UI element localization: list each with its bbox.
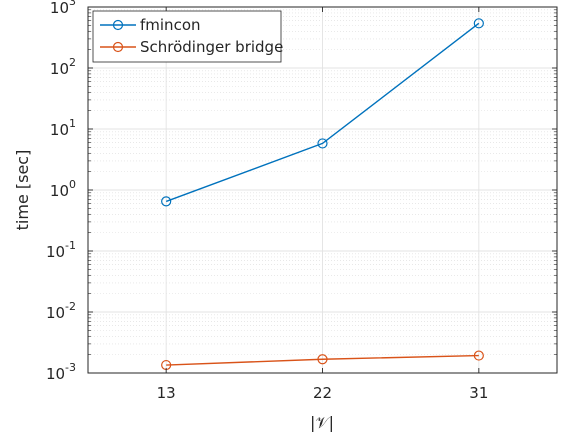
legend-box: [92, 10, 282, 63]
y-axis-label: time [sec]: [13, 150, 32, 231]
series-line: [166, 354, 479, 366]
x-tick-label: 31: [469, 384, 488, 402]
y-tick-label: 10-3: [46, 361, 76, 383]
series-line: [165, 22, 480, 203]
data-point: [317, 138, 328, 149]
y-tick-label: 10-2: [46, 300, 76, 322]
y-tick-label: 102: [50, 56, 76, 78]
y-tick-label: 103: [50, 0, 76, 17]
data-point: [473, 350, 484, 361]
data-point: [161, 196, 172, 207]
legend: fmincon Schrödinger bridge: [92, 10, 283, 63]
x-tick-label: 13: [157, 384, 176, 402]
legend-label: Schrödinger bridge: [140, 38, 283, 56]
series-0: [161, 18, 484, 207]
y-tick-label: 100: [50, 178, 76, 200]
ticks-layer: [88, 6, 557, 374]
x-axis-label: |𝒱|: [310, 413, 334, 432]
x-tick-labels: 13 22 31: [157, 384, 489, 402]
legend-label: fmincon: [140, 16, 201, 34]
legend-marker: [112, 19, 124, 31]
data-point: [473, 18, 484, 29]
legend-marker: [112, 41, 124, 53]
data-point: [317, 354, 328, 365]
y-tick-label: 10-1: [46, 239, 76, 261]
y-tick-labels: 10-3 10-2 10-1 100 101 102 103: [46, 0, 76, 383]
y-tick-label: 101: [50, 117, 76, 139]
x-tick-label: 22: [313, 384, 332, 402]
